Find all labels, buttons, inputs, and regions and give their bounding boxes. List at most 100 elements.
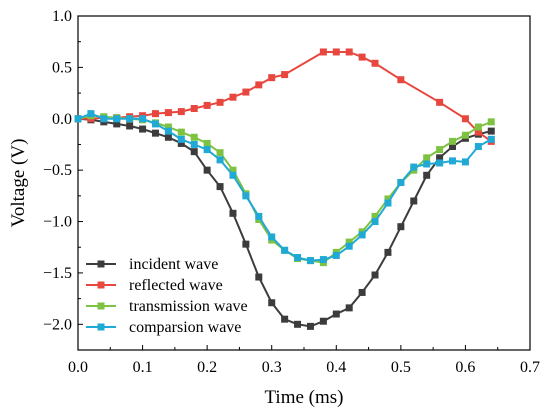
data-point-transmission-wave (229, 166, 237, 174)
series-line-transmission-wave (77, 114, 492, 264)
data-point-transmission-wave (216, 149, 224, 157)
data-point-comparsion-wave (449, 157, 457, 165)
x-tick-label: 0.6 (455, 359, 475, 376)
data-point-reflected-wave (203, 101, 211, 109)
data-point-incident-wave (281, 315, 289, 323)
x-tick-label: 0.7 (520, 359, 540, 376)
data-point-comparsion-wave (410, 163, 418, 171)
data-point-reflected-wave (345, 48, 353, 56)
data-point-reflected-wave (255, 81, 263, 89)
data-point-transmission-wave (177, 128, 185, 136)
axis-ticks: 0.0 0.1 0.2 0.3 0.4 0.5 0.6 0.7 1.0 0.5 0.0 −0.5 −1.… (43, 8, 540, 376)
data-point-comparsion-wave (384, 199, 392, 207)
data-point-incident-wave (345, 304, 353, 312)
data-point-comparsion-wave (164, 127, 172, 135)
data-point-incident-wave (139, 125, 147, 133)
y-tick-label: 1.0 (52, 8, 72, 25)
data-point-incident-wave (268, 299, 276, 307)
x-tick-label: 0.4 (326, 359, 346, 376)
data-point-incident-wave (216, 183, 224, 191)
data-point-reflected-wave (177, 108, 185, 116)
y-tick-label: −2.0 (43, 316, 72, 333)
data-point-reflected-wave (461, 115, 469, 123)
data-point-comparsion-wave (87, 110, 95, 118)
data-point-incident-wave (113, 120, 121, 128)
data-point-comparsion-wave (74, 115, 82, 123)
x-tick-label: 0.5 (391, 359, 411, 376)
data-point-incident-wave (410, 197, 418, 205)
legend: incident wave reflected wave transmission … (86, 256, 248, 336)
data-point-reflected-wave (474, 128, 482, 136)
data-point-incident-wave (436, 154, 444, 162)
data-point-comparsion-wave (332, 251, 340, 259)
data-point-incident-wave (358, 288, 366, 296)
y-tick-label: −1.5 (43, 265, 72, 282)
data-point-transmission-wave (436, 146, 444, 154)
data-point-incident-wave (190, 148, 198, 156)
data-point-incident-wave (306, 322, 314, 330)
legend-item: transmission wave (86, 298, 248, 315)
data-point-transmission-wave (345, 238, 353, 246)
legend-swatch-marker (97, 281, 105, 289)
data-point-comparsion-wave (345, 242, 353, 250)
data-point-incident-wave (177, 139, 185, 147)
data-point-comparsion-wave (177, 135, 185, 143)
data-point-reflected-wave (371, 59, 379, 67)
data-point-comparsion-wave (487, 135, 495, 143)
data-point-reflected-wave (281, 71, 289, 79)
data-point-comparsion-wave (242, 192, 250, 200)
data-point-transmission-wave (449, 137, 457, 145)
legend-item: comparsion wave (86, 319, 241, 336)
y-axis-label: Voltage (V) (8, 139, 29, 228)
x-tick-label: 0.0 (68, 359, 88, 376)
data-point-comparsion-wave (113, 115, 121, 123)
data-point-incident-wave (229, 209, 237, 217)
legend-label: transmission wave (129, 298, 248, 315)
data-point-comparsion-wave (306, 257, 314, 265)
data-point-comparsion-wave (474, 143, 482, 151)
data-point-transmission-wave (474, 123, 482, 131)
data-point-incident-wave (294, 320, 302, 328)
data-point-reflected-wave (332, 48, 340, 56)
data-point-comparsion-wave (268, 233, 276, 241)
data-point-transmission-wave (371, 212, 379, 220)
legend-item: incident wave (86, 256, 218, 273)
data-point-transmission-wave (190, 133, 198, 141)
x-axis-label: Time (ms) (264, 387, 343, 408)
legend-swatch-marker (97, 323, 105, 331)
data-point-comparsion-wave (126, 115, 134, 123)
data-point-comparsion-wave (216, 156, 224, 164)
data-point-comparsion-wave (294, 254, 302, 262)
data-point-comparsion-wave (255, 212, 263, 220)
data-point-incident-wave (487, 127, 495, 135)
y-tick-label: −0.5 (43, 162, 72, 179)
data-point-incident-wave (151, 129, 159, 137)
y-tick-label: −1.0 (43, 214, 72, 231)
data-point-incident-wave (397, 223, 405, 231)
data-point-comparsion-wave (229, 171, 237, 179)
legend-swatch-marker (97, 260, 105, 268)
series-comparsion-wave (74, 110, 495, 265)
legend-swatch-marker (97, 302, 105, 310)
data-point-reflected-wave (436, 98, 444, 106)
data-point-reflected-wave (151, 110, 159, 118)
data-point-comparsion-wave (461, 158, 469, 166)
data-point-reflected-wave (319, 48, 327, 56)
data-point-transmission-wave (487, 118, 495, 126)
data-point-incident-wave (203, 166, 211, 174)
series-reflected-wave (74, 48, 495, 145)
series-line-incident-wave (77, 117, 492, 328)
series-line-comparsion-wave (77, 112, 492, 262)
data-point-comparsion-wave (436, 159, 444, 167)
legend-label: incident wave (129, 256, 218, 273)
series-transmission-wave (74, 112, 495, 267)
series-layer (74, 48, 495, 330)
data-point-incident-wave (126, 122, 134, 130)
data-point-incident-wave (319, 317, 327, 325)
x-tick-label: 0.2 (197, 359, 217, 376)
data-point-incident-wave (242, 240, 250, 248)
data-point-transmission-wave (384, 195, 392, 203)
data-point-comparsion-wave (139, 115, 147, 123)
data-point-reflected-wave (164, 109, 172, 117)
